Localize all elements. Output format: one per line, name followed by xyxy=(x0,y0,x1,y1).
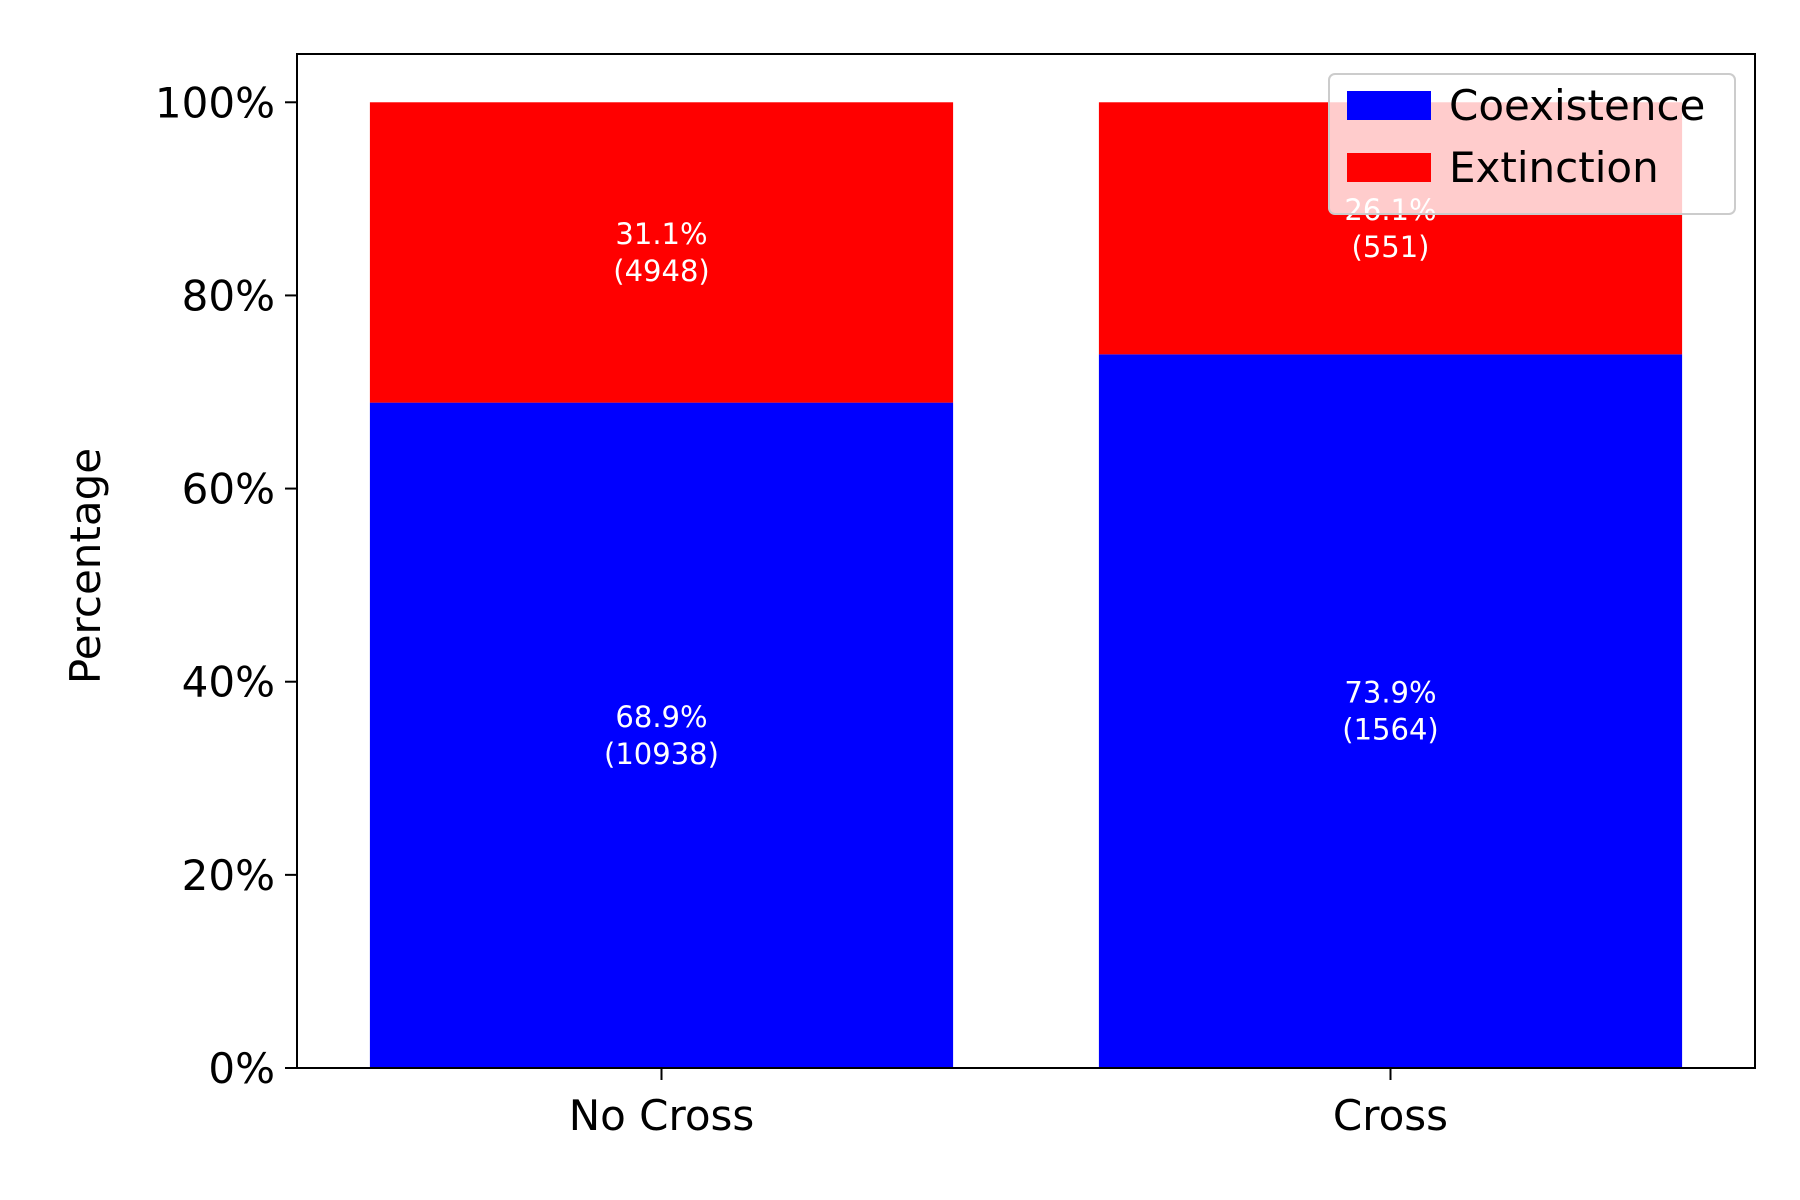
bar-coexistence-cross xyxy=(1098,354,1683,1068)
y-axis: 0% 20% 40% 60% 80% 100% xyxy=(155,78,297,1093)
y-tick-label: 80% xyxy=(182,271,275,320)
plot-frame xyxy=(296,53,1756,1069)
bar-value-label: 68.9% (10938) xyxy=(604,700,719,771)
legend-swatch-coexistence xyxy=(1347,91,1431,120)
legend-label-coexistence: Coexistence xyxy=(1449,81,1705,130)
y-tick-label: 0% xyxy=(208,1044,275,1093)
legend: Coexistence Extinction xyxy=(1328,73,1736,215)
y-tick-label: 40% xyxy=(182,658,275,707)
bar-extinction-no-cross xyxy=(369,102,954,403)
x-axis: No Cross Cross xyxy=(569,1068,1448,1140)
x-tick-label: Cross xyxy=(1333,1091,1448,1140)
legend-label-extinction: Extinction xyxy=(1449,143,1659,192)
y-tick-label: 100% xyxy=(155,78,275,127)
bar-value-label: 73.9% (1564) xyxy=(1342,676,1438,747)
legend-swatch-extinction xyxy=(1347,153,1431,182)
y-tick-label: 20% xyxy=(182,851,275,900)
bar-value-label: 31.1% (4948) xyxy=(613,217,709,288)
bar-coexistence-no-cross xyxy=(369,402,954,1068)
bars-layer: 68.9%(10938)31.1%(4948)73.9%(1564)26.1%(… xyxy=(369,102,1683,1068)
y-axis-label: Percentage xyxy=(61,448,110,684)
y-tick-label: 60% xyxy=(182,465,275,514)
x-tick-label: No Cross xyxy=(569,1091,755,1140)
